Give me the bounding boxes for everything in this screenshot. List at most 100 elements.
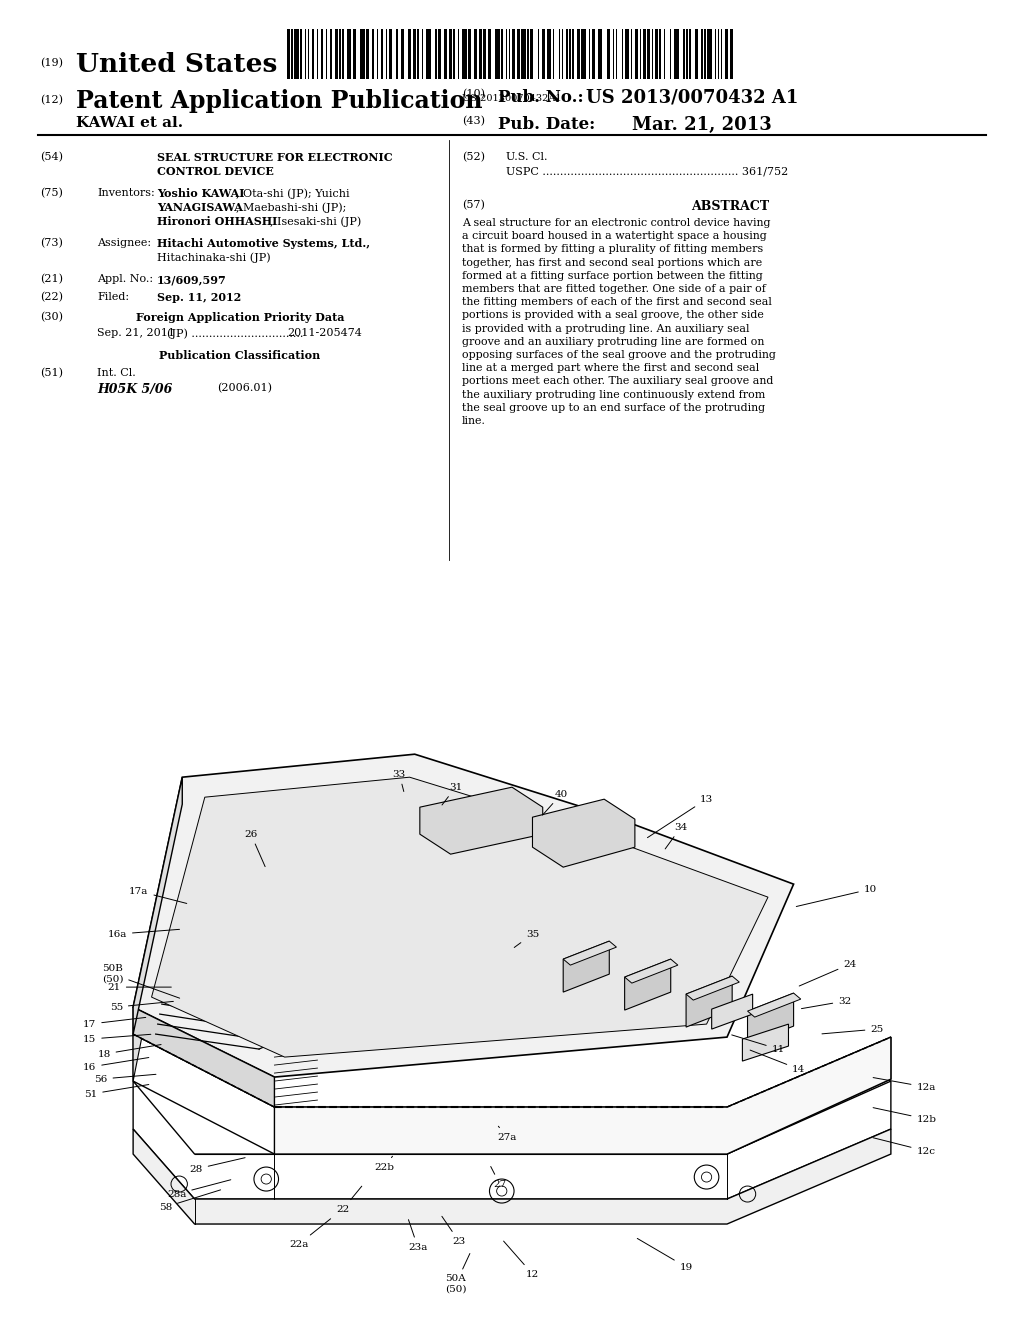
Text: together, has first and second seal portions which are: together, has first and second seal port… <box>462 257 762 268</box>
Bar <box>474 29 477 79</box>
Text: (54): (54) <box>40 152 63 162</box>
Bar <box>312 29 313 79</box>
Bar <box>708 29 712 79</box>
Text: 27: 27 <box>490 1167 506 1188</box>
Bar <box>409 29 412 79</box>
Text: 22b: 22b <box>374 1156 394 1172</box>
Text: 2011-205474: 2011-205474 <box>287 327 361 338</box>
Text: 40: 40 <box>543 789 567 814</box>
Bar <box>488 29 490 79</box>
Bar <box>659 29 660 79</box>
Text: the seal groove up to an end surface of the protruding: the seal groove up to an end surface of … <box>462 403 765 413</box>
Bar <box>647 29 650 79</box>
Bar <box>347 29 351 79</box>
Text: the fitting members of each of the first and second seal: the fitting members of each of the first… <box>462 297 772 308</box>
Polygon shape <box>625 960 671 1010</box>
Bar <box>360 29 365 79</box>
Bar <box>654 29 657 79</box>
Bar <box>502 29 503 79</box>
Text: Int. Cl.: Int. Cl. <box>97 368 136 378</box>
Bar <box>335 29 338 79</box>
Bar <box>695 29 698 79</box>
Bar <box>373 29 374 79</box>
Polygon shape <box>133 754 794 1077</box>
Polygon shape <box>563 941 616 965</box>
Bar <box>640 29 641 79</box>
Bar <box>438 29 441 79</box>
Text: 58: 58 <box>159 1189 220 1212</box>
Text: Appl. No.:: Appl. No.: <box>97 275 154 284</box>
Text: (75): (75) <box>40 187 62 198</box>
Bar <box>612 29 614 79</box>
Bar <box>516 29 519 79</box>
Text: US 20130070432A1: US 20130070432A1 <box>462 94 562 103</box>
Bar <box>396 29 398 79</box>
Text: 34: 34 <box>666 822 687 849</box>
Text: (43): (43) <box>462 116 485 127</box>
Text: line.: line. <box>462 416 485 426</box>
Bar <box>367 29 370 79</box>
Text: Hitachinaka-shi (JP): Hitachinaka-shi (JP) <box>157 252 270 263</box>
Text: 26: 26 <box>245 830 265 867</box>
Bar <box>458 29 460 79</box>
Text: A seal structure for an electronic control device having: A seal structure for an electronic contr… <box>462 218 770 228</box>
Bar <box>651 29 653 79</box>
Bar <box>592 29 595 79</box>
Polygon shape <box>420 787 543 854</box>
Text: 16a: 16a <box>108 929 179 939</box>
Text: (51): (51) <box>40 368 63 379</box>
Bar <box>701 29 702 79</box>
Bar <box>730 29 733 79</box>
Bar <box>386 29 387 79</box>
Text: KAWAI et al.: KAWAI et al. <box>76 116 183 129</box>
Text: 13: 13 <box>647 795 713 838</box>
Text: groove and an auxiliary protruding line are formed on: groove and an auxiliary protruding line … <box>462 337 764 347</box>
Bar <box>670 29 671 79</box>
Text: , Isesaki-shi (JP): , Isesaki-shi (JP) <box>270 216 361 227</box>
Polygon shape <box>748 993 794 1044</box>
Bar <box>413 29 416 79</box>
Bar <box>308 29 309 79</box>
Text: Foreign Application Priority Data: Foreign Application Priority Data <box>136 312 344 323</box>
Text: 55: 55 <box>110 1002 173 1011</box>
Text: portions meet each other. The auxiliary seal groove and: portions meet each other. The auxiliary … <box>462 376 773 387</box>
Polygon shape <box>133 804 182 1081</box>
Text: US 2013/0070432 A1: US 2013/0070432 A1 <box>586 88 799 107</box>
Bar <box>606 29 609 79</box>
Text: 22a: 22a <box>290 1218 331 1249</box>
Text: 25: 25 <box>822 1024 884 1034</box>
Text: portions is provided with a seal groove, the other side: portions is provided with a seal groove,… <box>462 310 764 321</box>
Text: , Maebashi-shi (JP);: , Maebashi-shi (JP); <box>236 202 346 213</box>
Text: 11: 11 <box>732 1035 784 1053</box>
Text: Hironori OHHASHI: Hironori OHHASHI <box>157 216 278 227</box>
Text: 16: 16 <box>83 1057 148 1072</box>
Bar <box>569 29 570 79</box>
Bar <box>389 29 392 79</box>
Bar <box>622 29 624 79</box>
Text: line at a merged part where the first and second seal: line at a merged part where the first an… <box>462 363 759 374</box>
Bar <box>400 29 403 79</box>
Text: 32: 32 <box>802 997 851 1008</box>
Bar <box>725 29 728 79</box>
Text: (2006.01): (2006.01) <box>217 383 272 393</box>
Bar <box>686 29 688 79</box>
Bar <box>509 29 511 79</box>
Bar <box>381 29 383 79</box>
Bar <box>331 29 332 79</box>
Text: SEAL STRUCTURE FOR ELECTRONIC: SEAL STRUCTURE FOR ELECTRONIC <box>157 152 392 162</box>
Bar <box>538 29 539 79</box>
Bar <box>558 29 560 79</box>
Text: 12b: 12b <box>873 1107 937 1123</box>
Bar <box>589 29 590 79</box>
Text: 28a: 28a <box>167 1180 230 1199</box>
Bar <box>287 29 290 79</box>
Polygon shape <box>133 1081 891 1199</box>
Bar <box>454 29 455 79</box>
Text: (30): (30) <box>40 312 63 322</box>
Bar <box>718 29 719 79</box>
Bar <box>377 29 378 79</box>
Text: 14: 14 <box>751 1051 805 1073</box>
Polygon shape <box>686 975 732 1027</box>
Bar <box>615 29 617 79</box>
Polygon shape <box>748 993 801 1018</box>
